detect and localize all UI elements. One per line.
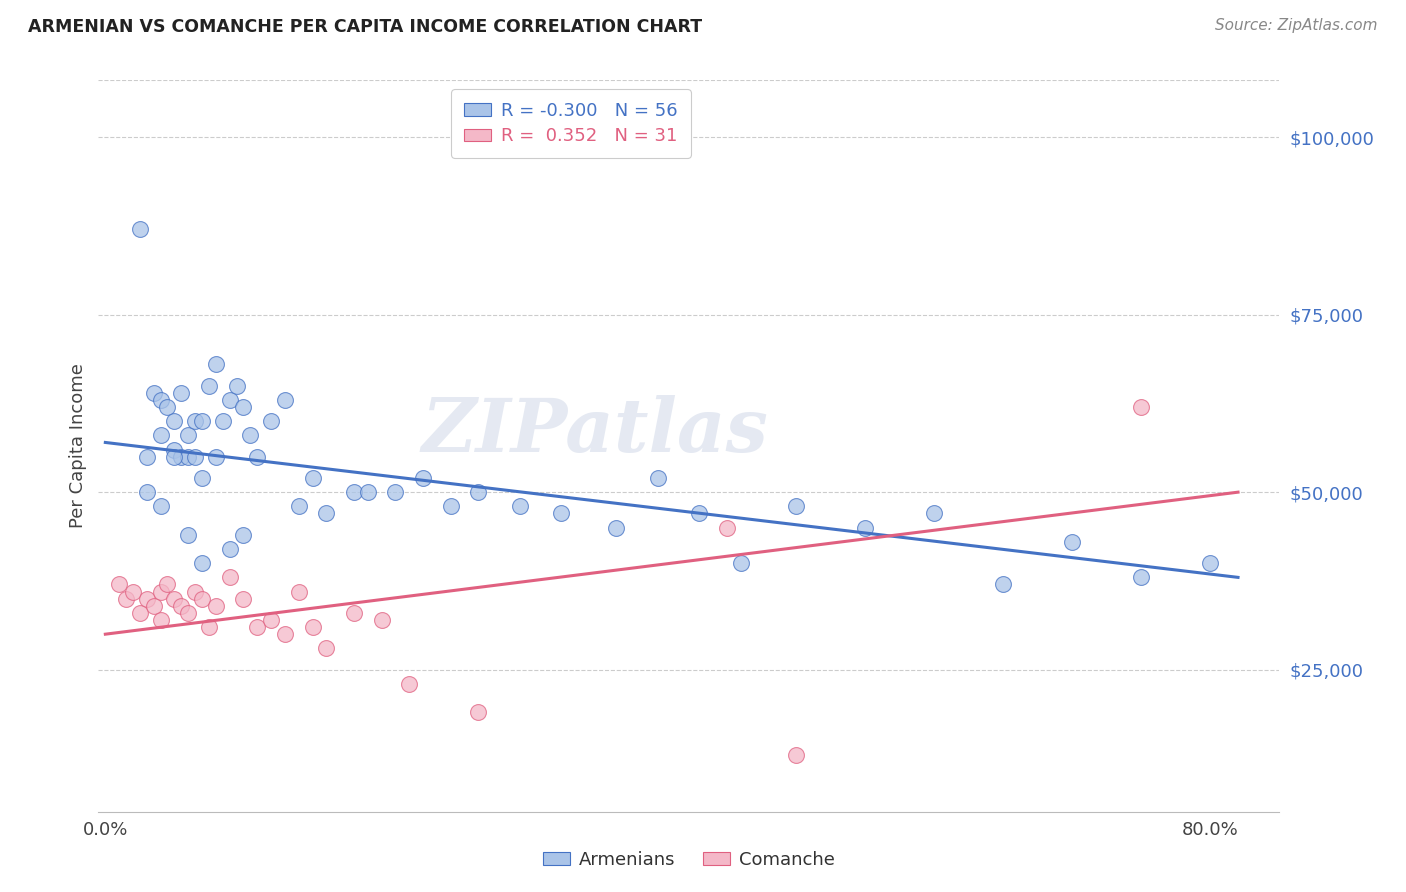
Point [509, 500, 531, 514]
Point [467, 706, 489, 720]
Point [163, 442, 186, 457]
Point [184, 414, 207, 428]
Point [398, 677, 420, 691]
Point [198, 378, 221, 392]
Point [550, 507, 572, 521]
Point [440, 500, 463, 514]
Point [412, 471, 434, 485]
Point [260, 414, 283, 428]
Point [384, 485, 406, 500]
Point [467, 485, 489, 500]
Point [274, 392, 297, 407]
Point [198, 620, 221, 634]
Point [156, 400, 179, 414]
Point [115, 591, 138, 606]
Point [191, 591, 214, 606]
Point [108, 577, 131, 591]
Point [205, 357, 228, 371]
Point [211, 414, 233, 428]
Point [191, 556, 214, 570]
Point [246, 620, 269, 634]
Point [191, 471, 214, 485]
Point [260, 613, 283, 627]
Point [315, 507, 337, 521]
Point [135, 591, 157, 606]
Point [218, 570, 240, 584]
Point [688, 507, 710, 521]
Point [184, 450, 207, 464]
Point [177, 428, 200, 442]
Point [122, 584, 145, 599]
Point [135, 450, 157, 464]
Point [163, 414, 186, 428]
Point [177, 606, 200, 620]
Point [149, 392, 172, 407]
Point [149, 613, 172, 627]
Legend: Armenians, Comanche: Armenians, Comanche [536, 844, 842, 876]
Point [205, 450, 228, 464]
Point [239, 428, 262, 442]
Point [163, 591, 186, 606]
Point [128, 606, 150, 620]
Point [149, 584, 172, 599]
Point [357, 485, 380, 500]
Point [142, 385, 165, 400]
Point [246, 450, 269, 464]
Point [785, 747, 807, 762]
Point [128, 222, 150, 236]
Text: ARMENIAN VS COMANCHE PER CAPITA INCOME CORRELATION CHART: ARMENIAN VS COMANCHE PER CAPITA INCOME C… [28, 18, 702, 36]
Point [1130, 570, 1153, 584]
Point [287, 584, 309, 599]
Point [170, 385, 193, 400]
Text: Source: ZipAtlas.com: Source: ZipAtlas.com [1215, 18, 1378, 33]
Point [785, 500, 807, 514]
Point [922, 507, 945, 521]
Point [993, 577, 1015, 591]
Point [730, 556, 752, 570]
Point [343, 606, 366, 620]
Point [177, 450, 200, 464]
Point [156, 577, 179, 591]
Point [716, 521, 738, 535]
Point [232, 591, 254, 606]
Point [177, 528, 200, 542]
Point [232, 400, 254, 414]
Point [170, 599, 193, 613]
Point [149, 500, 172, 514]
Point [149, 428, 172, 442]
Point [163, 450, 186, 464]
Point [315, 641, 337, 656]
Point [301, 471, 323, 485]
Point [225, 378, 247, 392]
Point [1199, 556, 1222, 570]
Point [274, 627, 297, 641]
Point [343, 485, 366, 500]
Point [605, 521, 627, 535]
Text: ZIPatlas: ZIPatlas [420, 395, 768, 467]
Point [370, 613, 392, 627]
Point [170, 450, 193, 464]
Point [647, 471, 669, 485]
Point [1130, 400, 1153, 414]
Point [232, 528, 254, 542]
Point [301, 620, 323, 634]
Point [191, 414, 214, 428]
Point [287, 500, 309, 514]
Point [184, 584, 207, 599]
Point [205, 599, 228, 613]
Point [135, 485, 157, 500]
Point [142, 599, 165, 613]
Point [218, 541, 240, 556]
Point [218, 392, 240, 407]
Y-axis label: Per Capita Income: Per Capita Income [69, 364, 87, 528]
Point [853, 521, 876, 535]
Point [1062, 534, 1084, 549]
